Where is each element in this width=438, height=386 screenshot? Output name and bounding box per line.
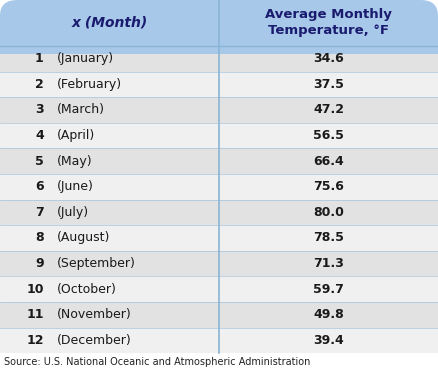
Bar	[0, 97, 438, 123]
Text: (April): (April)	[57, 129, 95, 142]
Bar	[0, 276, 438, 302]
Text: 7: 7	[35, 206, 44, 219]
Text: 2: 2	[35, 78, 44, 91]
Text: Source: U.S. National Oceanic and Atmospheric Administration: Source: U.S. National Oceanic and Atmosp…	[4, 357, 311, 367]
Text: 6: 6	[35, 180, 44, 193]
FancyBboxPatch shape	[0, 0, 438, 54]
Bar	[0, 174, 438, 200]
Text: (October): (October)	[57, 283, 117, 296]
Text: (June): (June)	[57, 180, 94, 193]
Text: 34.6: 34.6	[313, 52, 344, 65]
Text: (July): (July)	[57, 206, 89, 219]
Text: 5: 5	[35, 155, 44, 168]
Text: 71.3: 71.3	[313, 257, 344, 270]
Text: 49.8: 49.8	[313, 308, 344, 321]
Bar	[0, 123, 438, 148]
Bar	[0, 328, 438, 353]
Text: (September): (September)	[57, 257, 136, 270]
Bar	[0, 46, 438, 71]
Text: 56.5: 56.5	[313, 129, 344, 142]
Bar	[0, 148, 438, 174]
Text: 80.0: 80.0	[313, 206, 344, 219]
Text: (February): (February)	[57, 78, 122, 91]
Text: x (Month): x (Month)	[71, 16, 148, 30]
Text: 39.4: 39.4	[313, 334, 344, 347]
Text: (August): (August)	[57, 232, 110, 244]
Text: 10: 10	[26, 283, 44, 296]
Bar	[0, 38, 438, 54]
Text: 78.5: 78.5	[313, 232, 344, 244]
Text: 75.6: 75.6	[313, 180, 344, 193]
Text: 59.7: 59.7	[313, 283, 344, 296]
Text: 47.2: 47.2	[313, 103, 344, 117]
Text: 1: 1	[35, 52, 44, 65]
Text: 3: 3	[35, 103, 44, 117]
Bar	[0, 251, 438, 276]
Bar	[0, 302, 438, 328]
Text: 66.4: 66.4	[313, 155, 344, 168]
Text: 9: 9	[35, 257, 44, 270]
Text: (March): (March)	[57, 103, 105, 117]
Text: 4: 4	[35, 129, 44, 142]
Bar	[0, 225, 438, 251]
Text: (January): (January)	[57, 52, 114, 65]
Text: 12: 12	[26, 334, 44, 347]
Text: 8: 8	[35, 232, 44, 244]
Text: (December): (December)	[57, 334, 132, 347]
Bar	[0, 71, 438, 97]
Text: 11: 11	[26, 308, 44, 321]
Bar	[0, 200, 438, 225]
Text: (May): (May)	[57, 155, 92, 168]
Text: 37.5: 37.5	[313, 78, 344, 91]
Text: (November): (November)	[57, 308, 132, 321]
Text: Average Monthly
Temperature, °F: Average Monthly Temperature, °F	[265, 8, 392, 37]
